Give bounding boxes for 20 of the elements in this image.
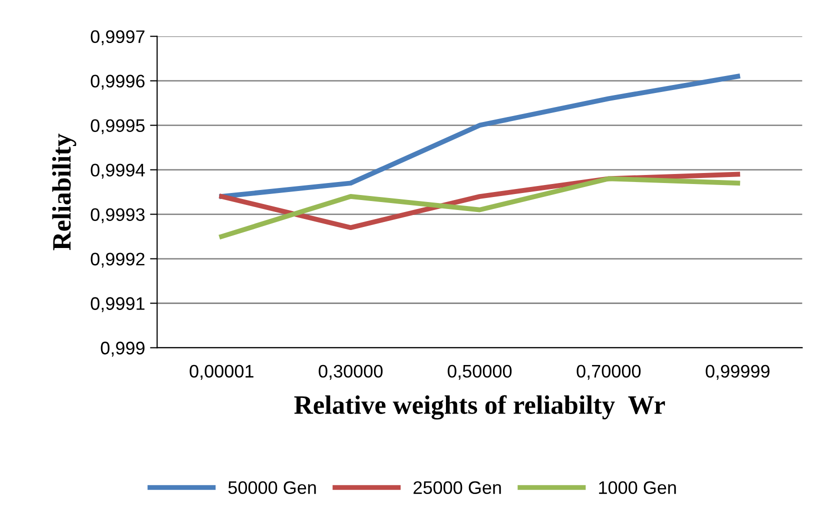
line-series [219, 176, 740, 239]
legend-label: 25000 Gen [414, 481, 501, 494]
x-tick-label: 0,00001 [190, 364, 254, 380]
y-tick-label: 0,9997 [90, 30, 144, 46]
x-axis-title: Relative weights of reliabilty Wr [294, 395, 665, 420]
y-tick-label: 0,9996 [90, 74, 145, 90]
x-tick-label: 0,70000 [576, 364, 641, 380]
y-tick-label: 0,9995 [90, 119, 145, 134]
y-axis-title: Reliability [52, 134, 76, 250]
y-tick-label: 0,9991 [90, 297, 144, 312]
y-tick-label: 0,999 [100, 342, 144, 357]
x-tick-label: 0,50000 [448, 364, 512, 380]
y-tick-label: 0,9994 [90, 164, 145, 179]
legend-label: 50000 Gen [228, 481, 316, 494]
y-tick-label: 0,9992 [90, 252, 144, 268]
x-tick-label: 0,99999 [706, 364, 770, 380]
y-tick-label: 0,9993 [90, 208, 145, 224]
line-series [219, 74, 740, 199]
legend-label: 1000 Gen [599, 481, 676, 494]
x-tick-label: 0,30000 [318, 364, 383, 380]
